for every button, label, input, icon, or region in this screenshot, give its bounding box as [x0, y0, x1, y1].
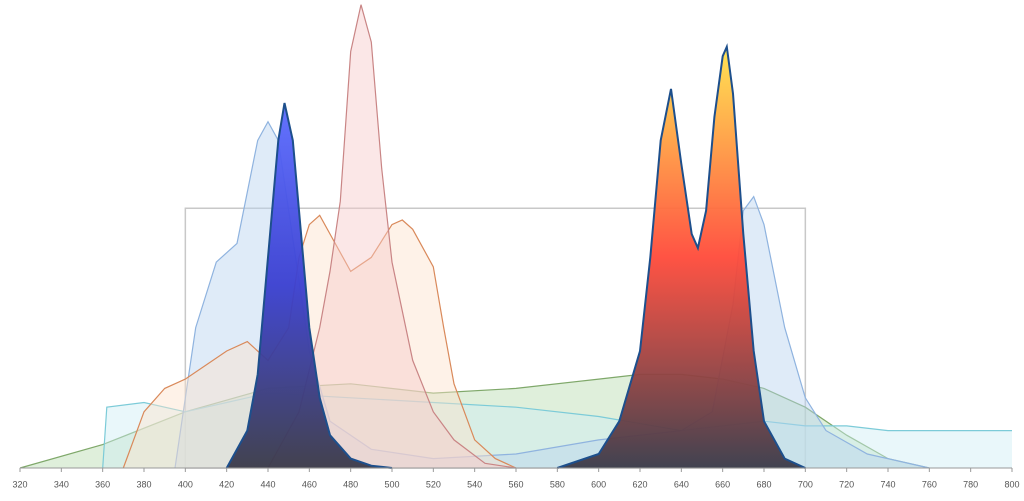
x-tick-label: 600: [591, 479, 606, 489]
x-tick-label: 700: [798, 479, 813, 489]
x-tick-label: 580: [550, 479, 565, 489]
x-tick-label: 320: [12, 479, 27, 489]
x-tick-label: 460: [302, 479, 317, 489]
x-tick-label: 640: [674, 479, 689, 489]
spectrum-line: [174, 120, 930, 469]
x-tick-label: 420: [219, 479, 234, 489]
x-tick-label: 740: [880, 479, 895, 489]
x-tick-label: 660: [715, 479, 730, 489]
x-tick-label: 720: [839, 479, 854, 489]
spectrum-area: [123, 215, 517, 468]
x-tick-label: 500: [384, 479, 399, 489]
x-tick-label: 760: [922, 479, 937, 489]
x-tick-label: 800: [1004, 479, 1019, 489]
x-tick-label: 560: [508, 479, 523, 489]
x-tick-label: 680: [756, 479, 771, 489]
x-tick-label: 520: [426, 479, 441, 489]
spectrum-line: [225, 102, 393, 469]
x-tick-label: 620: [632, 479, 647, 489]
x-tick-label: 540: [467, 479, 482, 489]
spectrum-area: [226, 103, 392, 468]
x-tick-label: 780: [963, 479, 978, 489]
spectrum-line: [122, 214, 517, 469]
x-tick-label: 340: [54, 479, 69, 489]
spectrum-area: [557, 46, 806, 469]
x-tick-label: 400: [178, 479, 193, 489]
x-tick-label: 360: [95, 479, 110, 489]
x-tick-label: 380: [136, 479, 151, 489]
spectrum-area: [268, 4, 516, 468]
x-tick-label: 480: [343, 479, 358, 489]
spectrum-line: [267, 4, 517, 469]
spectrum-line: [19, 373, 930, 469]
spectrum-line: [102, 392, 1012, 469]
x-tick-label: 440: [260, 479, 275, 489]
spectrum-line: [556, 43, 806, 469]
